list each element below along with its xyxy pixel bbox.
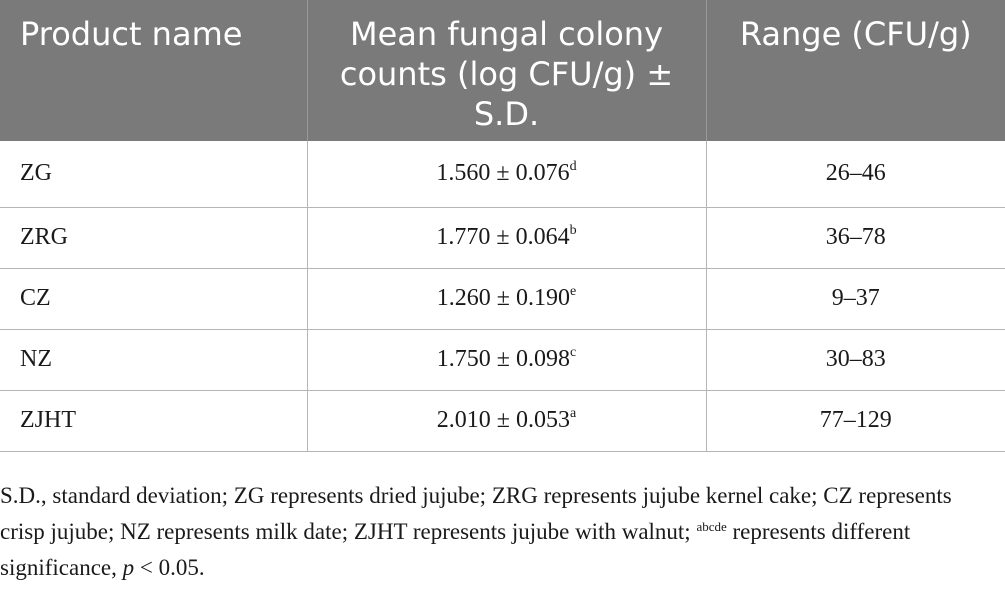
header-product-name: Product name bbox=[0, 0, 308, 141]
table-header: Product name Mean fungal colony counts (… bbox=[0, 0, 1005, 141]
table-footnote: S.D., standard deviation; ZG represents … bbox=[0, 478, 1000, 586]
cell-range: 30–83 bbox=[706, 329, 1005, 391]
mean-value: 1.560 ± 0.076 bbox=[436, 160, 570, 187]
cell-product-name: ZG bbox=[0, 141, 308, 208]
table-row: NZ 1.750 ± 0.098c 30–83 bbox=[0, 329, 1005, 391]
table-row: CZ 1.260 ± 0.190e 9–37 bbox=[0, 268, 1005, 330]
cell-range: 9–37 bbox=[706, 268, 1005, 330]
cell-product-name: ZRG bbox=[0, 207, 308, 269]
table-row: ZG 1.560 ± 0.076d 26–46 bbox=[0, 141, 1005, 208]
significance-letter: b bbox=[569, 223, 577, 238]
cell-mean: 1.750 ± 0.098c bbox=[307, 329, 707, 391]
significance-letter: e bbox=[569, 284, 577, 299]
cell-range: 77–129 bbox=[706, 390, 1005, 452]
cell-product-name: NZ bbox=[0, 329, 308, 391]
cell-range: 36–78 bbox=[706, 207, 1005, 269]
cell-mean: 1.260 ± 0.190e bbox=[307, 268, 707, 330]
significance-letter: c bbox=[569, 345, 577, 360]
cell-mean: 1.560 ± 0.076d bbox=[307, 141, 707, 208]
mean-value: 1.770 ± 0.064 bbox=[436, 224, 570, 250]
footnote-text-2: represents different significance, bbox=[0, 519, 911, 580]
footnote-significance-letters: abcde bbox=[696, 519, 727, 534]
header-range: Range (CFU/g) bbox=[706, 0, 1005, 141]
header-mean-counts: Mean fungal colony counts (log CFU/g) ± … bbox=[307, 0, 707, 141]
data-table-container: Product name Mean fungal colony counts (… bbox=[0, 0, 1005, 452]
cell-range: 26–46 bbox=[706, 141, 1005, 208]
table-row: ZRG 1.770 ± 0.064b 36–78 bbox=[0, 207, 1005, 269]
mean-value: 1.750 ± 0.098 bbox=[436, 346, 570, 372]
cell-mean: 2.010 ± 0.053a bbox=[307, 390, 707, 452]
cell-product-name: CZ bbox=[0, 268, 308, 330]
fungal-counts-table: Product name Mean fungal colony counts (… bbox=[0, 0, 1005, 452]
p-symbol: p bbox=[122, 555, 135, 580]
table-body: ZG 1.560 ± 0.076d 26–46 ZRG 1.770 ± 0.06… bbox=[0, 141, 1005, 452]
significance-letter: d bbox=[569, 159, 577, 175]
cell-product-name: ZJHT bbox=[0, 390, 308, 452]
mean-value: 2.010 ± 0.053 bbox=[436, 407, 570, 433]
significance-letter: a bbox=[569, 406, 577, 421]
header-row: Product name Mean fungal colony counts (… bbox=[0, 0, 1005, 141]
footnote-text: S.D., standard deviation; ZG represents … bbox=[0, 483, 952, 544]
table-row: ZJHT 2.010 ± 0.053a 77–129 bbox=[0, 390, 1005, 452]
footnote-text-3: < 0.05. bbox=[134, 555, 205, 580]
mean-value: 1.260 ± 0.190 bbox=[436, 285, 570, 311]
cell-mean: 1.770 ± 0.064b bbox=[307, 207, 707, 269]
